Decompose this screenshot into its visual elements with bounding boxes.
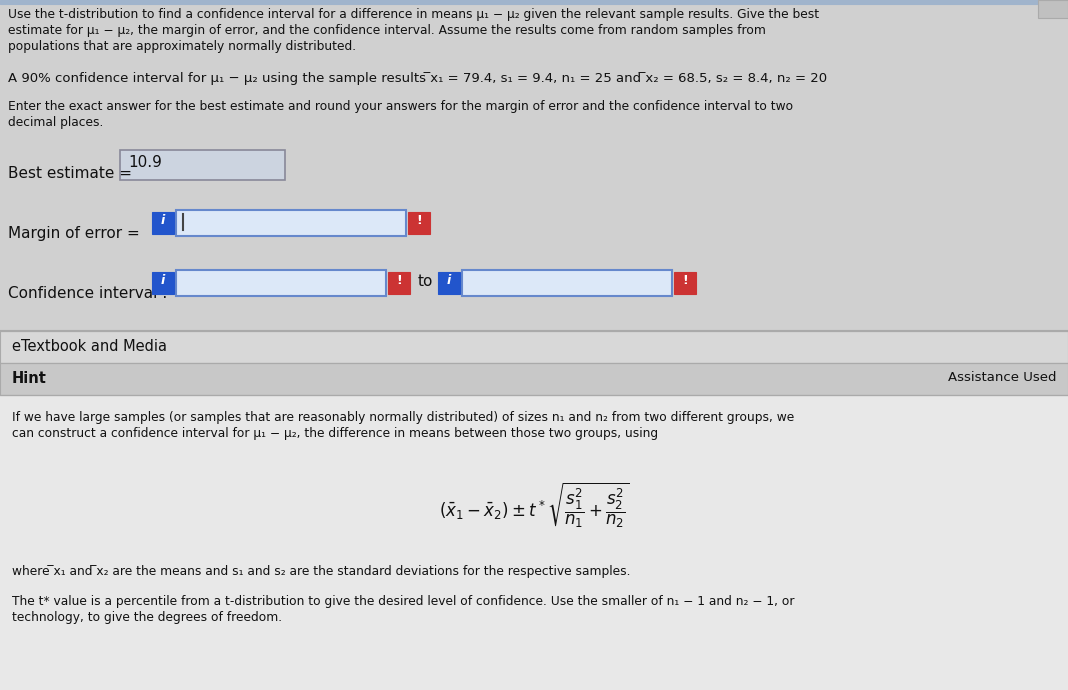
Text: populations that are approximately normally distributed.: populations that are approximately norma… — [7, 40, 356, 53]
Text: eTextbook and Media: eTextbook and Media — [12, 339, 167, 354]
Text: i: i — [161, 274, 166, 287]
Text: Assistance Used: Assistance Used — [947, 371, 1056, 384]
FancyBboxPatch shape — [120, 150, 285, 180]
Text: Confidence interval :: Confidence interval : — [7, 286, 172, 301]
Text: can construct a confidence interval for μ₁ − μ₂, the difference in means between: can construct a confidence interval for … — [12, 427, 658, 440]
FancyBboxPatch shape — [438, 272, 460, 294]
Text: Use the t-distribution to find a confidence interval for a difference in means μ: Use the t-distribution to find a confide… — [7, 8, 819, 21]
Text: !: ! — [682, 274, 688, 287]
Text: estimate for μ₁ − μ₂, the margin of error, and the confidence interval. Assume t: estimate for μ₁ − μ₂, the margin of erro… — [7, 24, 766, 37]
Text: technology, to give the degrees of freedom.: technology, to give the degrees of freed… — [12, 611, 282, 624]
FancyBboxPatch shape — [0, 0, 1038, 4]
Text: A 90% confidence interval for μ₁ − μ₂ using the sample results ̅x₁ = 79.4, s₁ = : A 90% confidence interval for μ₁ − μ₂ us… — [7, 72, 827, 85]
Text: Hint: Hint — [12, 371, 47, 386]
FancyBboxPatch shape — [0, 395, 1068, 690]
Text: decimal places.: decimal places. — [7, 116, 104, 129]
FancyBboxPatch shape — [674, 272, 696, 294]
Text: 10.9: 10.9 — [128, 155, 162, 170]
Text: Best estimate =: Best estimate = — [7, 166, 137, 181]
Text: Margin of error =: Margin of error = — [7, 226, 144, 241]
Text: The t* value is a percentile from a t-distribution to give the desired level of : The t* value is a percentile from a t-di… — [12, 595, 795, 608]
Text: i: i — [161, 214, 166, 227]
Text: to: to — [418, 274, 434, 289]
FancyBboxPatch shape — [0, 331, 1068, 363]
FancyBboxPatch shape — [462, 270, 672, 296]
Text: !: ! — [417, 214, 422, 227]
Text: i: i — [446, 274, 451, 287]
FancyBboxPatch shape — [0, 363, 1068, 395]
FancyBboxPatch shape — [408, 212, 430, 234]
FancyBboxPatch shape — [1038, 0, 1068, 18]
FancyBboxPatch shape — [152, 212, 174, 234]
FancyBboxPatch shape — [0, 0, 1068, 390]
FancyBboxPatch shape — [176, 270, 386, 296]
Text: $(\bar{x}_1 - \bar{x}_2) \pm t^* \sqrt{\dfrac{s_1^2}{n_1} + \dfrac{s_2^2}{n_2}}$: $(\bar{x}_1 - \bar{x}_2) \pm t^* \sqrt{\… — [439, 480, 629, 530]
Text: A: A — [1047, 2, 1053, 12]
Text: !: ! — [396, 274, 402, 287]
FancyBboxPatch shape — [152, 272, 174, 294]
Text: where ̅x₁ and ̅x₂ are the means and s₁ and s₂ are the standard deviations for th: where ̅x₁ and ̅x₂ are the means and s₁ a… — [12, 565, 630, 578]
FancyBboxPatch shape — [176, 210, 406, 236]
FancyBboxPatch shape — [388, 272, 410, 294]
Text: Enter the exact answer for the best estimate and round your answers for the marg: Enter the exact answer for the best esti… — [7, 100, 794, 113]
Text: If we have large samples (or samples that are reasonably normally distributed) o: If we have large samples (or samples tha… — [12, 411, 795, 424]
